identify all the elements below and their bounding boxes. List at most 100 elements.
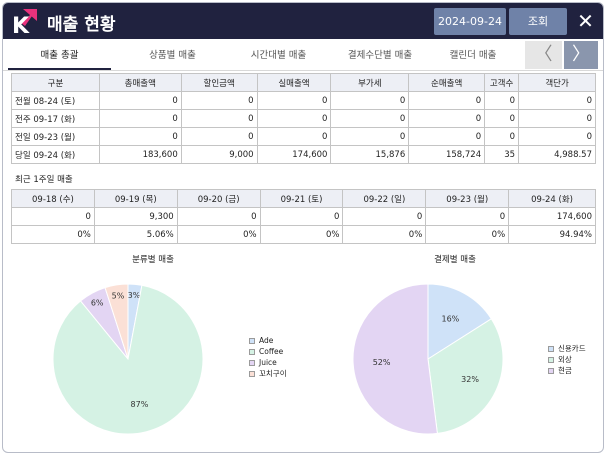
legend-swatch <box>249 359 255 366</box>
pie-slice-label: 32% <box>461 375 479 384</box>
cell: 0 <box>11 207 95 226</box>
legend-item: 꼬치구이 <box>249 368 287 379</box>
weekly-header-row: 09-18 (수) 09-19 (목) 09-20 (금) 09-21 (토) … <box>11 189 596 208</box>
header-cell: 09-22 (일) <box>342 189 427 208</box>
title-bar: K 매출 현황 2024-09-24 조회 ✕ <box>3 3 603 39</box>
legend-item: Coffee <box>249 346 287 357</box>
legend-swatch <box>249 370 255 377</box>
legend-label: Ade <box>259 336 274 345</box>
table-row: 전월 08-24 (토) 0 0 0 0 0 0 0 <box>11 91 596 110</box>
category-chart-title: 분류별 매출 <box>132 255 174 265</box>
cell: 15,876 <box>330 145 410 164</box>
cell: 0 <box>484 91 520 110</box>
pie-slice-label: 16% <box>442 314 460 323</box>
header-cell: 부가세 <box>330 73 410 92</box>
tab-hourly-sales[interactable]: 시간대별 매출 <box>250 50 307 61</box>
legend-label: 신용카드 <box>558 344 586 353</box>
cell: 0 <box>425 207 510 226</box>
cell: 0% <box>425 225 510 244</box>
legend-item: 현금 <box>548 365 586 376</box>
legend-swatch <box>249 348 255 355</box>
pie-slice-label: 3% <box>128 291 141 300</box>
legend-label: 현금 <box>558 366 572 375</box>
active-tab-indicator <box>8 68 111 70</box>
cell: 0 <box>484 127 520 146</box>
payment-pie-chart: 16% 32% 52% <box>352 283 504 435</box>
row-label: 전일 09-23 (월) <box>11 127 100 146</box>
table-row: 전일 09-23 (월) 0 0 0 0 0 0 0 <box>11 127 596 146</box>
tab-calendar-sales[interactable]: 캘린더 매출 <box>449 50 497 61</box>
summary-header-row: 구분 총매출액 할인금액 실매출액 부가세 순매출액 고객수 객단가 <box>11 73 596 92</box>
header-cell: 09-18 (수) <box>11 189 95 208</box>
query-button[interactable]: 조회 <box>509 8 567 35</box>
legend-swatch <box>548 367 554 374</box>
cell: 0 <box>180 91 258 110</box>
cell: 0 <box>259 207 344 226</box>
cell: 0% <box>11 225 95 244</box>
logo-letter: K <box>12 14 30 35</box>
row-label: 전주 09-17 (화) <box>11 109 100 128</box>
cell: 0 <box>408 127 486 146</box>
app-logo: K <box>9 7 39 35</box>
category-legend: Ade Coffee Juice 꼬치구이 <box>249 335 287 379</box>
tab-product-sales[interactable]: 상품별 매출 <box>149 50 196 61</box>
tab-bar: 매출 총괄 상품별 매출 시간대별 매출 결제수단별 매출 캘린더 매출 〈 〉 <box>3 39 603 71</box>
close-icon[interactable]: ✕ <box>577 9 594 33</box>
header-cell: 09-24 (화) <box>508 189 596 208</box>
weekly-table: 09-18 (수) 09-19 (목) 09-20 (금) 09-21 (토) … <box>11 189 596 244</box>
header-cell: 09-21 (토) <box>259 189 344 208</box>
pie-slice-label: 5% <box>112 291 125 300</box>
cell: 183,600 <box>98 145 182 164</box>
cell: 158,724 <box>408 145 486 164</box>
pie-slice-신용카드 <box>427 283 493 360</box>
cell: 35 <box>484 145 520 164</box>
pie-slice-외상 <box>427 318 504 434</box>
summary-table: 구분 총매출액 할인금액 실매출액 부가세 순매출액 고객수 객단가 전월 08… <box>11 73 596 164</box>
legend-item: 신용카드 <box>548 343 586 354</box>
header-cell: 09-19 (목) <box>93 189 178 208</box>
row-label: 당일 09-24 (화) <box>11 145 100 164</box>
tab-sales-summary[interactable]: 매출 총괄 <box>40 50 79 61</box>
cell: 0 <box>176 207 261 226</box>
cell: 0 <box>484 109 520 128</box>
payment-chart-title: 결제별 매출 <box>434 255 476 265</box>
cell: 0 <box>408 109 486 128</box>
cell: 0 <box>330 91 410 110</box>
date-picker[interactable]: 2024-09-24 <box>434 8 506 35</box>
legend-item: Ade <box>249 335 287 346</box>
cell: 0 <box>98 91 182 110</box>
cell: 94.94% <box>508 225 596 244</box>
cell: 0 <box>342 207 427 226</box>
legend-swatch <box>548 345 554 352</box>
cell: 0 <box>180 109 258 128</box>
pie-slice-현금 <box>352 283 438 435</box>
chevron-right-icon[interactable]: 〉 <box>564 41 598 69</box>
header-cell: 객단가 <box>518 73 596 92</box>
cell: 4,988.57 <box>518 145 596 164</box>
cell: 0 <box>256 109 332 128</box>
header-cell: 고객수 <box>484 73 520 92</box>
cell: 0 <box>256 127 332 146</box>
cell: 0 <box>180 127 258 146</box>
cell: 5.06% <box>93 225 178 244</box>
table-row: 당일 09-24 (화) 183,600 9,000 174,600 15,87… <box>11 145 596 164</box>
legend-swatch <box>249 337 255 344</box>
legend-item: 외상 <box>548 354 586 365</box>
cell: 0 <box>518 91 596 110</box>
cell: 0 <box>330 109 410 128</box>
legend-label: Juice <box>259 358 277 367</box>
category-pie-chart: 3% 87% 6% 5% <box>52 283 204 435</box>
page-title: 매출 현황 <box>47 15 116 35</box>
cell: 0 <box>330 127 410 146</box>
chevron-left-icon[interactable]: 〈 <box>525 41 562 69</box>
cell: 0 <box>256 91 332 110</box>
tab-payment-sales[interactable]: 결제수단별 매출 <box>347 50 413 61</box>
header-cell: 09-20 (금) <box>176 189 261 208</box>
cell: 0 <box>408 91 486 110</box>
cell: 0 <box>518 127 596 146</box>
legend-label: 외상 <box>558 355 572 364</box>
cell: 9,000 <box>180 145 258 164</box>
pie-slice-꼬치구이 <box>104 283 129 360</box>
cell: 0% <box>259 225 344 244</box>
